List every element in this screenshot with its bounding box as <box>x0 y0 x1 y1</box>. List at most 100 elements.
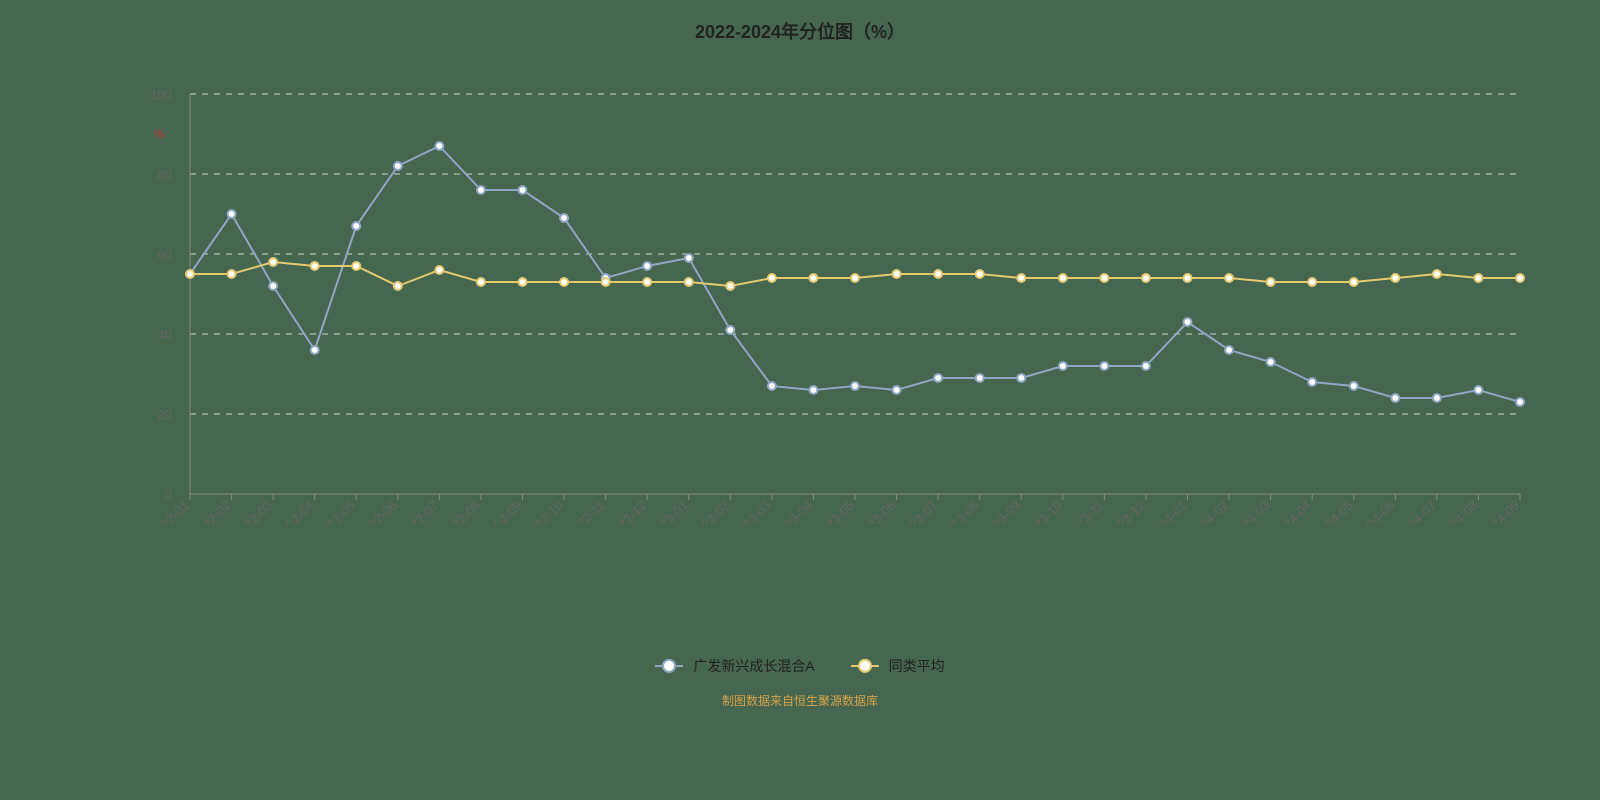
x-tick-label: 2024-07 <box>1395 498 1439 524</box>
x-tick-label: 2024-08 <box>1436 498 1480 524</box>
line-chart-svg: 020406080100%2022-012022-022022-032022-0… <box>60 84 1540 524</box>
x-tick-label: 2022-09 <box>480 498 524 524</box>
series-marker <box>976 374 984 382</box>
x-tick-label: 2022-05 <box>314 498 358 524</box>
x-tick-label: 2024-03 <box>1228 498 1272 524</box>
series-marker <box>311 262 319 270</box>
series-marker <box>851 382 859 390</box>
series-marker <box>435 142 443 150</box>
x-tick-label: 2024-04 <box>1270 498 1314 524</box>
series-marker <box>1474 274 1482 282</box>
x-tick-label: 2024-02 <box>1187 498 1231 524</box>
series-marker <box>560 278 568 286</box>
series-marker <box>1391 274 1399 282</box>
series-marker <box>1059 362 1067 370</box>
series-marker <box>519 186 527 194</box>
chart-area: 020406080100%2022-012022-022022-032022-0… <box>60 84 1540 524</box>
x-tick-label: 2023-06 <box>854 498 898 524</box>
series-marker <box>1267 278 1275 286</box>
y-tick-label: 20 <box>158 407 172 422</box>
series-marker <box>228 270 236 278</box>
series-marker <box>934 374 942 382</box>
series-marker <box>477 278 485 286</box>
x-tick-label: 2024-06 <box>1353 498 1397 524</box>
series-marker <box>1100 274 1108 282</box>
series-marker <box>477 186 485 194</box>
y-tick-label: 40 <box>158 327 172 342</box>
x-tick-label: 2022-02 <box>189 498 233 524</box>
y-tick-label: 80 <box>158 167 172 182</box>
series-marker <box>269 258 277 266</box>
y-tick-label: 100 <box>150 87 172 102</box>
y-unit-label: % <box>154 127 165 141</box>
x-tick-label: 2023-09 <box>979 498 1023 524</box>
series-marker <box>394 162 402 170</box>
x-tick-label: 2023-01 <box>647 498 691 524</box>
legend: 广发新兴成长混合A 同类平均 <box>0 654 1600 676</box>
legend-label: 广发新兴成长混合A <box>693 656 814 676</box>
series-marker <box>768 382 776 390</box>
x-tick-label: 2022-04 <box>272 498 316 524</box>
series-marker <box>851 274 859 282</box>
series-marker <box>519 278 527 286</box>
series-marker <box>768 274 776 282</box>
series-marker <box>1308 378 1316 386</box>
series-marker <box>1059 274 1067 282</box>
series-marker <box>643 262 651 270</box>
x-tick-label: 2024-09 <box>1478 498 1522 524</box>
x-tick-label: 2023-11 <box>1063 498 1107 524</box>
chart-title: 2022-2024年分位图（%） <box>0 0 1600 44</box>
legend-item[interactable]: 同类平均 <box>851 656 945 676</box>
series-marker <box>809 386 817 394</box>
series-marker <box>1516 398 1524 406</box>
x-tick-label: 2022-03 <box>231 498 275 524</box>
series-marker <box>726 326 734 334</box>
series-marker <box>643 278 651 286</box>
x-tick-label: 2024-05 <box>1312 498 1356 524</box>
x-tick-label: 2022-10 <box>522 498 566 524</box>
x-tick-label: 2022-08 <box>439 498 483 524</box>
series-marker <box>1225 346 1233 354</box>
series-marker <box>1308 278 1316 286</box>
series-marker <box>560 214 568 222</box>
series-marker <box>602 278 610 286</box>
series-marker <box>1350 382 1358 390</box>
x-tick-label: 2022-06 <box>356 498 400 524</box>
x-tick-label: 2023-08 <box>937 498 981 524</box>
series-marker <box>934 270 942 278</box>
series-marker <box>893 386 901 394</box>
x-tick-label: 2023-12 <box>1104 498 1148 524</box>
series-marker <box>726 282 734 290</box>
y-tick-label: 0 <box>165 487 172 502</box>
series-marker <box>269 282 277 290</box>
x-tick-label: 2023-07 <box>896 498 940 524</box>
series-marker <box>352 222 360 230</box>
series-marker <box>228 210 236 218</box>
series-marker <box>1100 362 1108 370</box>
series-marker <box>1433 394 1441 402</box>
series-marker <box>1017 374 1025 382</box>
series-marker <box>311 346 319 354</box>
legend-swatch-icon <box>655 665 683 667</box>
series-marker <box>1516 274 1524 282</box>
series-marker <box>394 282 402 290</box>
x-tick-label: 2022-11 <box>564 498 608 524</box>
x-tick-label: 2022-12 <box>605 498 649 524</box>
legend-label: 同类平均 <box>889 656 945 676</box>
series-marker <box>976 270 984 278</box>
legend-item[interactable]: 广发新兴成长混合A <box>655 656 814 676</box>
series-marker <box>685 278 693 286</box>
series-marker <box>1142 274 1150 282</box>
series-marker <box>1474 386 1482 394</box>
x-tick-label: 2023-04 <box>771 498 815 524</box>
series-marker <box>352 262 360 270</box>
x-tick-label: 2023-02 <box>688 498 732 524</box>
x-tick-label: 2023-03 <box>730 498 774 524</box>
series-marker <box>1017 274 1025 282</box>
series-marker <box>1142 362 1150 370</box>
series-marker <box>893 270 901 278</box>
series-marker <box>685 254 693 262</box>
series-marker <box>1225 274 1233 282</box>
series-marker <box>1184 274 1192 282</box>
y-tick-label: 60 <box>158 247 172 262</box>
